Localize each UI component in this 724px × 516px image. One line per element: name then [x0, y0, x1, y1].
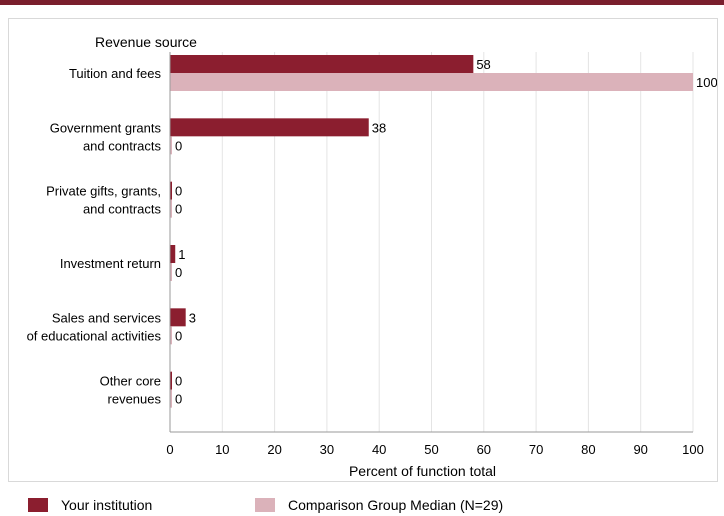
category-label: Other core	[100, 374, 161, 389]
x-tick-label: 60	[477, 442, 491, 457]
category-label: and contracts	[83, 138, 162, 153]
bar-value-label: 0	[175, 202, 182, 217]
legend-label-comparison-group: Comparison Group Median (N=29)	[288, 497, 504, 513]
x-tick-label: 90	[633, 442, 647, 457]
bar-value-label: 0	[175, 265, 182, 280]
category-label: and contracts	[83, 202, 162, 217]
x-tick-label: 50	[424, 442, 438, 457]
bar-comparison-group	[170, 389, 172, 408]
bar-value-label: 1	[178, 247, 185, 262]
bar-comparison-group	[170, 136, 172, 155]
x-tick-label: 30	[320, 442, 334, 457]
x-tick-label: 100	[682, 442, 704, 457]
x-tick-label: 80	[581, 442, 595, 457]
category-label: Investment return	[60, 256, 161, 271]
x-axis-title: Percent of function total	[349, 463, 496, 479]
category-label: Government grants	[50, 120, 162, 135]
category-label: Private gifts, grants,	[46, 184, 161, 199]
bar-your-institution	[170, 55, 474, 73]
x-tick-label: 10	[215, 442, 229, 457]
bar-value-label: 0	[175, 328, 182, 343]
bar-value-label: 0	[175, 138, 182, 153]
legend-item-comparison-group: Comparison Group Median (N=29)	[255, 496, 503, 514]
y-axis-title: Revenue source	[95, 34, 197, 50]
legend-swatch-your-institution	[28, 498, 48, 512]
x-tick-label: 70	[529, 442, 543, 457]
x-tick-label: 40	[372, 442, 386, 457]
bar-value-label: 3	[189, 310, 196, 325]
chart-frame: Revenue source 58 100 Tuition and fees 38 0 Go…	[8, 18, 718, 482]
category-label: of educational activities	[27, 328, 162, 343]
bar-comparison-group	[170, 263, 172, 281]
bar-value-label: 0	[175, 184, 182, 199]
bar-your-institution	[170, 181, 172, 200]
header-accent-bar	[0, 0, 724, 5]
bar-comparison-group	[170, 73, 693, 91]
bar-value-label: 100	[696, 75, 717, 90]
bar-value-label: 0	[175, 374, 182, 389]
bar-comparison-group	[170, 326, 172, 345]
category-label: Sales and services	[52, 310, 162, 325]
x-tick-label: 20	[267, 442, 281, 457]
bar-your-institution	[170, 308, 186, 327]
bar-value-label: 38	[372, 120, 386, 135]
chart-legend: Your institution Comparison Group Median…	[0, 490, 724, 516]
bar-value-label: 0	[175, 392, 182, 407]
legend-swatch-comparison-group	[255, 498, 275, 512]
legend-label-your-institution: Your institution	[61, 497, 153, 513]
bar-your-institution	[170, 245, 176, 263]
x-tick-label: 0	[166, 442, 173, 457]
bar-comparison-group	[170, 199, 172, 218]
legend-item-your-institution: Your institution	[28, 496, 152, 514]
bar-your-institution	[170, 371, 172, 390]
category-label: revenues	[108, 392, 162, 407]
category-label: Tuition and fees	[69, 66, 162, 81]
bar-value-label: 58	[476, 57, 490, 72]
bar-your-institution	[170, 118, 369, 137]
